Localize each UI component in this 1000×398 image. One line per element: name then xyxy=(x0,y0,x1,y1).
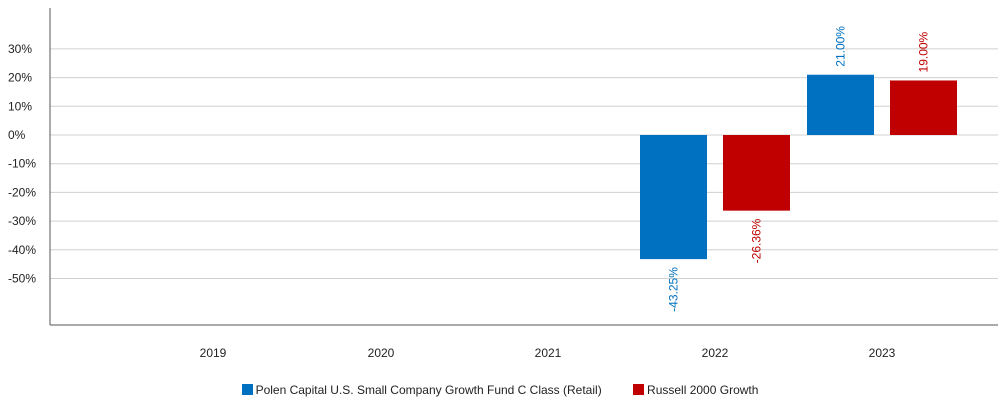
data-label: -26.36% xyxy=(750,218,764,263)
bar xyxy=(723,135,790,211)
y-tick-label: -40% xyxy=(8,243,36,257)
y-tick-label: -10% xyxy=(8,157,36,171)
legend-swatch-benchmark xyxy=(633,383,645,395)
legend-label-benchmark: Russell 2000 Growth xyxy=(647,382,759,397)
x-tick-label: 2021 xyxy=(535,346,562,360)
legend: Polen Capital U.S. Small Company Growth … xyxy=(0,382,1000,397)
data-label: -43.25% xyxy=(667,267,681,312)
legend-item-fund[interactable]: Polen Capital U.S. Small Company Growth … xyxy=(241,382,602,397)
data-label: 21.00% xyxy=(834,26,848,67)
y-tick-label: 20% xyxy=(8,71,32,85)
y-tick-label: 0% xyxy=(8,128,26,142)
y-tick-label: -30% xyxy=(8,214,36,228)
y-tick-label: -20% xyxy=(8,185,36,199)
legend-swatch-fund xyxy=(241,383,253,395)
bars xyxy=(640,74,957,260)
data-label: 19.00% xyxy=(917,31,931,72)
y-tick-label: 30% xyxy=(8,42,32,56)
x-tick-label: 2019 xyxy=(200,346,227,360)
x-tick-label: 2022 xyxy=(702,346,729,360)
x-axis-ticks: 2019 2020 2021 2022 2023 xyxy=(200,346,896,360)
y-axis-ticks: 30% 20% 10% 0% -10% -20% -30% -40% -50% xyxy=(8,42,36,286)
legend-label-fund: Polen Capital U.S. Small Company Growth … xyxy=(255,382,602,397)
data-labels: -43.25% 21.00% -26.36% 19.00% xyxy=(667,26,931,312)
bar xyxy=(890,80,957,135)
legend-item-benchmark[interactable]: Russell 2000 Growth xyxy=(633,383,758,397)
y-tick-label: -50% xyxy=(8,272,36,286)
bar xyxy=(807,74,874,135)
x-tick-label: 2023 xyxy=(869,346,896,360)
bar xyxy=(640,135,707,260)
y-tick-label: 10% xyxy=(8,99,32,113)
axes xyxy=(49,8,998,326)
x-tick-label: 2020 xyxy=(368,346,395,360)
gridlines xyxy=(50,48,998,279)
